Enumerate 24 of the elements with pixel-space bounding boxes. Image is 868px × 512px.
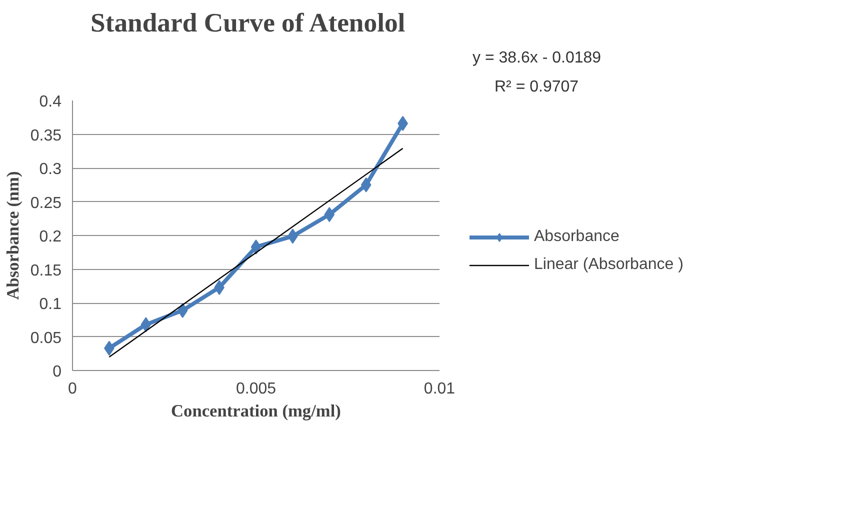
y-tick-label: 0.2 <box>39 228 62 246</box>
y-tick-label: 0.35 <box>30 127 62 144</box>
text: y = 38.6x - 0.0189 <box>472 50 602 66</box>
point <box>177 302 188 318</box>
legend-label: Linear (Absorbance ) <box>534 256 684 274</box>
x-tick-label: 0 <box>68 380 78 398</box>
point <box>360 177 372 192</box>
y-tick-label: 0.3 <box>39 161 62 178</box>
legend-label: Absorbance <box>534 228 620 246</box>
point <box>324 207 335 222</box>
y-tick-label: 0.15 <box>30 262 62 280</box>
y-tick-label: 0.1 <box>39 296 62 313</box>
x-tick-label: 0.005 <box>236 380 276 398</box>
y-tick-label: 0.4 <box>39 94 62 110</box>
text: R² = 0.9707 <box>494 78 579 96</box>
y-tick-label: 0.05 <box>30 330 62 347</box>
y-tick-label: 0.25 <box>30 194 62 212</box>
point <box>250 239 262 254</box>
chart-title: Standard Curve of Atenolol <box>90 8 406 38</box>
x-tick-label: 0.01 <box>424 380 456 398</box>
x-axis-title: Concentration (mg/ml) <box>171 402 342 420</box>
point <box>140 317 152 332</box>
y-tick-label: 0 <box>52 364 62 380</box>
y-axis-title: Absorbance (nm) <box>3 171 22 300</box>
